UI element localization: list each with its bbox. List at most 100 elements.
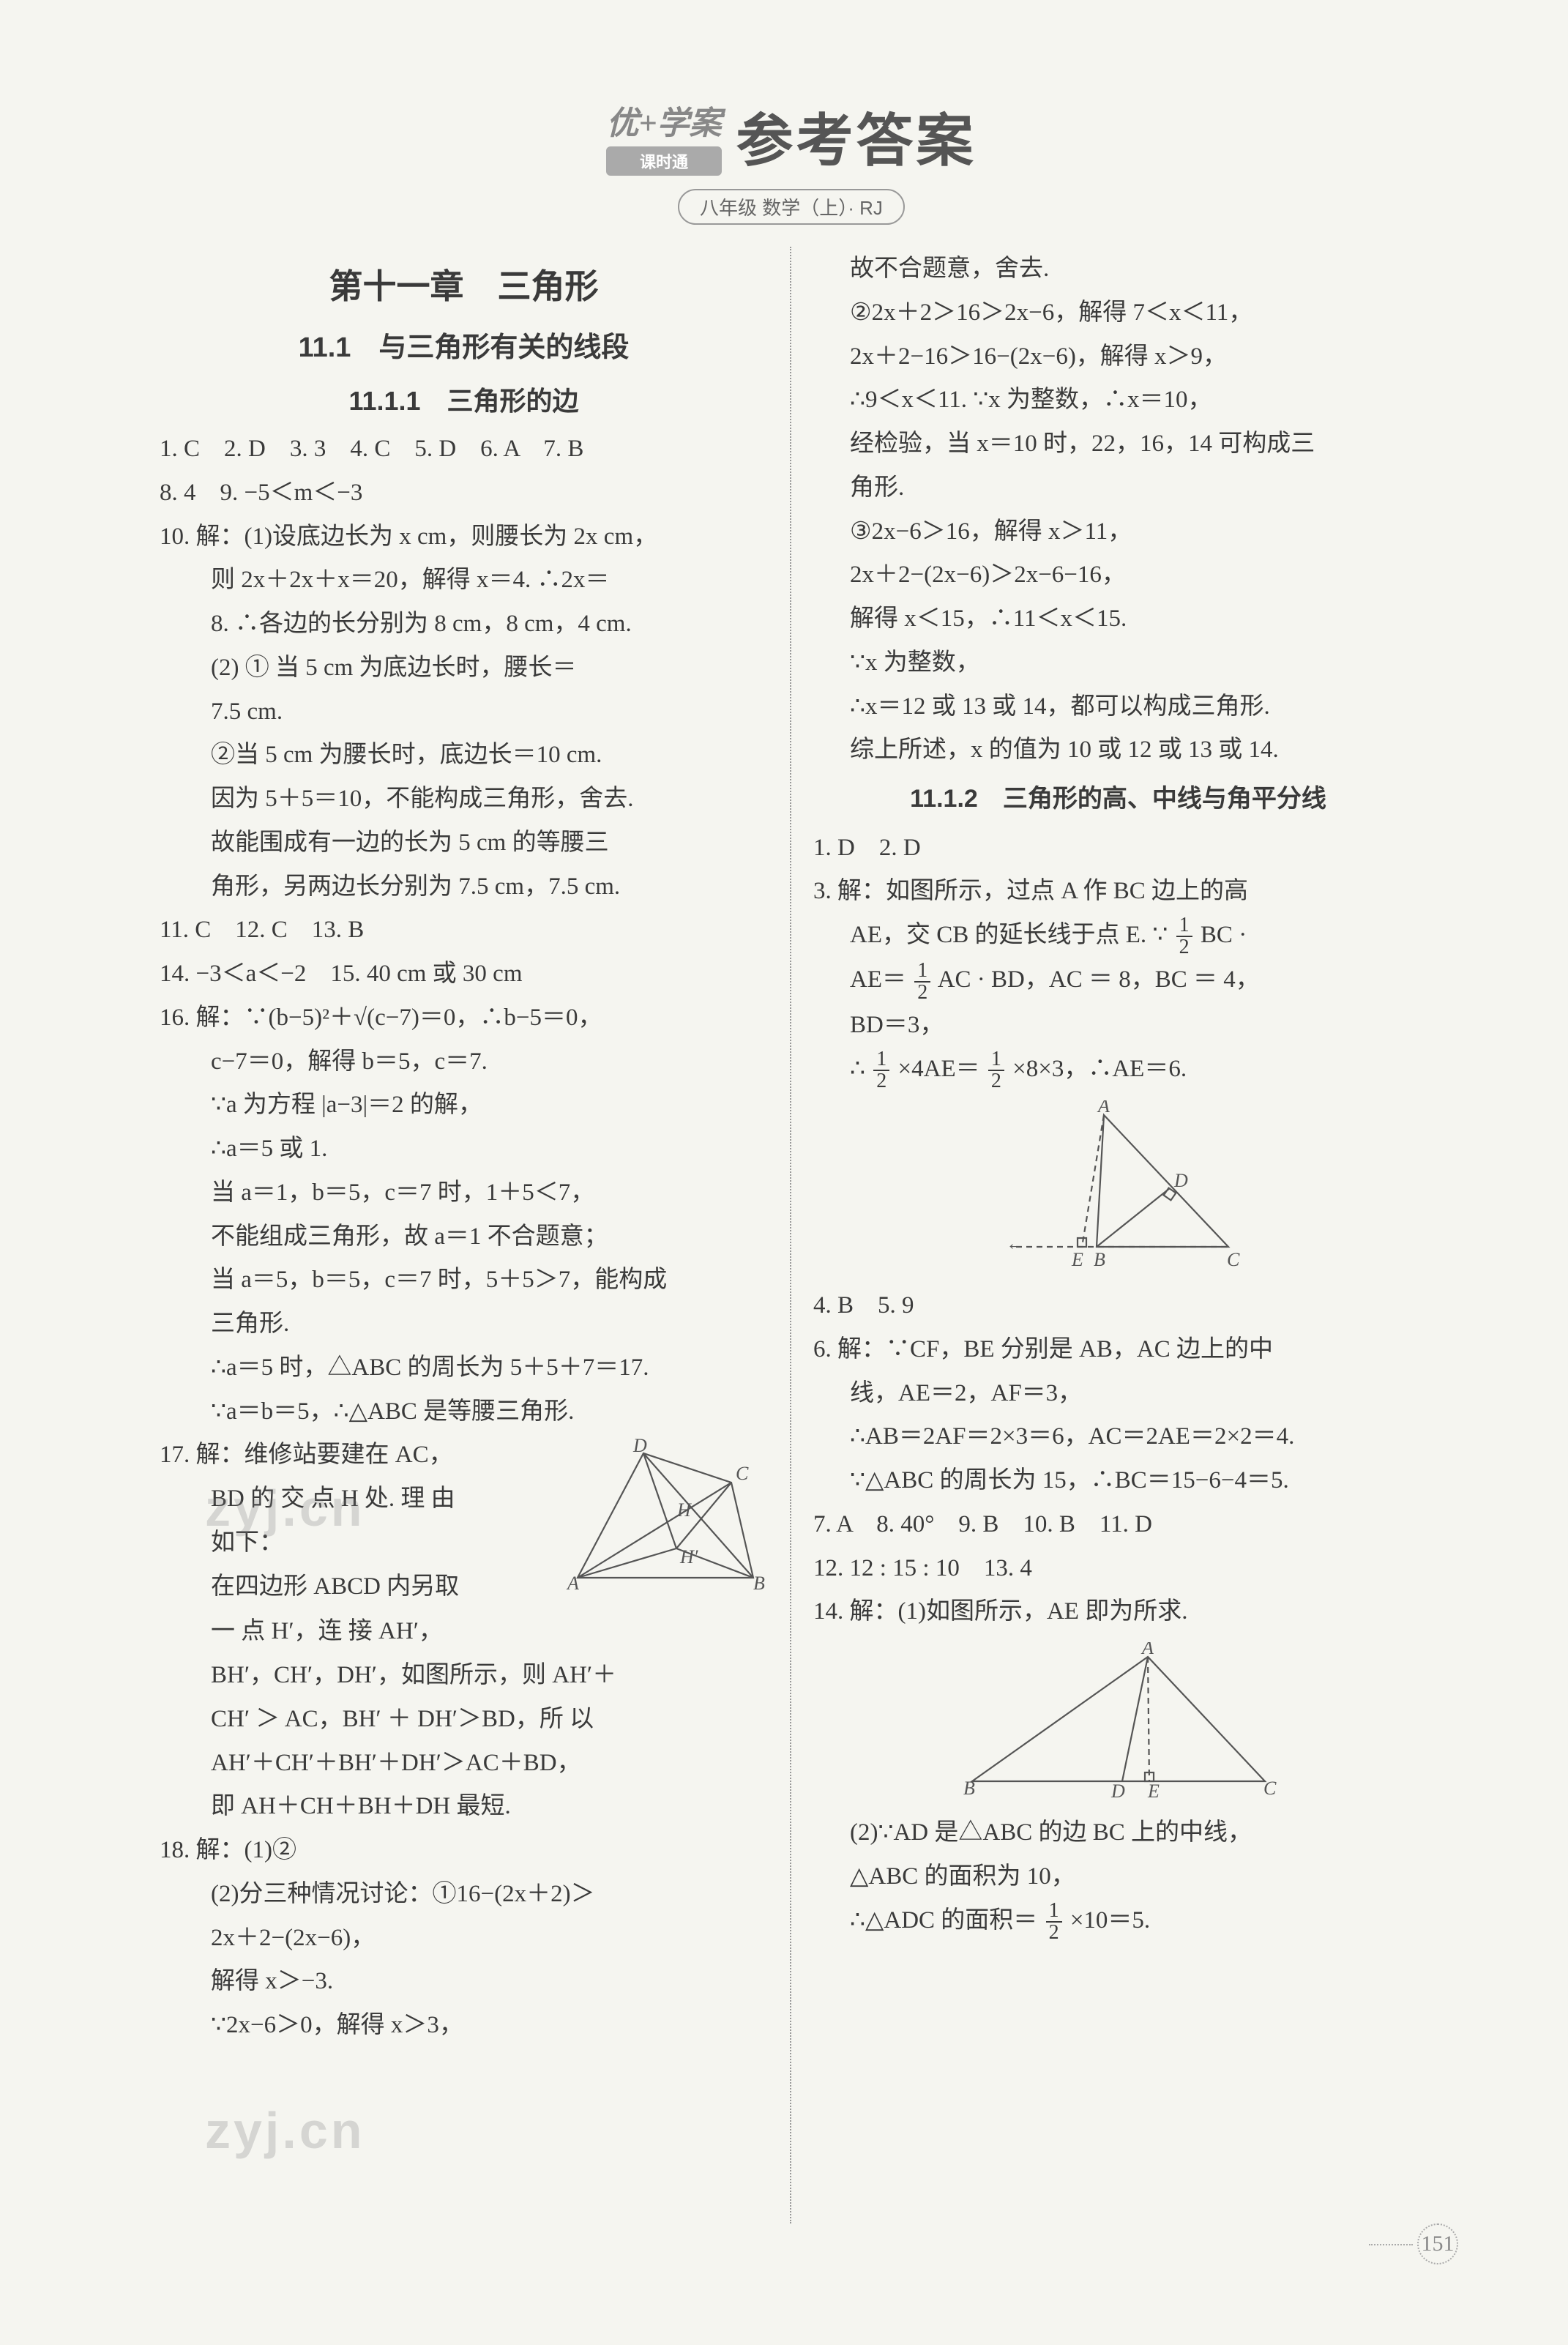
q17-l7: CH′ ＞ AC，BH′ ＋ DH′＞BD，所 以 — [160, 1699, 768, 1741]
svg-text:A: A — [1097, 1100, 1110, 1116]
q3-l4: BD＝3， — [813, 1004, 1423, 1047]
q18-l4: 解得 x＞−3. — [160, 1961, 768, 2003]
svg-text:A: A — [566, 1573, 579, 1592]
r1: 故不合题意，舍去. — [813, 248, 1423, 291]
q17-l6: BH′，CH′，DH′，如图所示，则 AH′＋ — [160, 1655, 768, 1697]
q3-l5-b: ×4AE＝ — [898, 1056, 980, 1082]
logo-sub: 课时通 — [606, 146, 721, 176]
svg-text:H′: H′ — [679, 1546, 698, 1567]
section-title: 11.1 与三角形有关的线段 — [160, 324, 768, 373]
row-1-2b: 1. D 2. D — [813, 827, 1423, 870]
q18-l2: (2)分三种情况讨论：①16−(2x＋2)＞ — [160, 1874, 768, 1916]
grade-pill: 八年级 数学（上）· RJ — [678, 189, 905, 225]
left-column: 第十一章 三角形 11.1 与三角形有关的线段 11.1.1 三角形的边 1. … — [146, 247, 791, 2223]
q10-l6: ②当 5 cm 为腰长时，底边长＝10 cm. — [160, 734, 768, 777]
r12: 综上所述，x 的值为 10 或 12 或 13 或 14. — [813, 729, 1423, 772]
q14-l4: ∴△ADC 的面积＝ 12 ×10＝5. — [813, 1900, 1423, 1943]
r6: 角形. — [813, 467, 1423, 510]
header-top: 优+学案 课时通 参考答案 — [146, 95, 1436, 177]
r4: ∴9＜x＜11. ∵x 为整数，∴x＝10， — [813, 379, 1423, 422]
r7: ③2x−6＞16，解得 x＞11， — [813, 511, 1423, 553]
chapter-title: 第十一章 三角形 — [160, 257, 768, 316]
q18-head: 18. 解：(1)② — [160, 1830, 768, 1872]
frac-half-3: 12 — [873, 1049, 889, 1092]
q17-l5: 一 点 H′，连 接 AH′， — [160, 1611, 768, 1653]
q10-head: 10. 解：(1)设底边长为 x cm，则腰长为 2x cm， — [160, 516, 768, 559]
q17-l8: AH′＋CH′＋BH′＋DH′＞AC＋BD， — [160, 1742, 768, 1785]
svg-text:D: D — [1173, 1170, 1188, 1191]
q16-l10: ∵a＝b＝5，∴△ABC 是等腰三角形. — [160, 1391, 768, 1434]
q16-l6: 不能组成三角形，故 a＝1 不合题意； — [160, 1216, 768, 1259]
svg-text:D: D — [1110, 1781, 1125, 1802]
q3-l5: ∴ 12 ×4AE＝ 12 ×8×3，∴AE＝6. — [813, 1048, 1423, 1092]
svg-text:E: E — [1071, 1249, 1083, 1270]
subsection-title-2: 11.1.2 三角形的高、中线与角平分线 — [813, 778, 1423, 821]
q10-l9: 角形，另两边长分别为 7.5 cm，7.5 cm. — [160, 866, 768, 909]
q3-l2-a: AE，交 CB 的延长线于点 E. ∵ — [850, 922, 1168, 948]
right-column: 故不合题意，舍去. ②2x＋2＞16＞2x−6，解得 7＜x＜11， 2x＋2−… — [791, 247, 1436, 2223]
triangle-figure-1: A B C D E ← — [987, 1100, 1250, 1276]
r8: 2x＋2−(2x−6)＞2x−6−16， — [813, 554, 1423, 597]
answers-row-1: 1. C 2. D 3. 3 4. C 5. D 6. A 7. B — [160, 428, 768, 471]
q16-l8: 三角形. — [160, 1303, 768, 1346]
q14-l3: △ABC 的面积为 10， — [813, 1856, 1423, 1898]
svg-text:D: D — [632, 1439, 647, 1456]
page-number: 151 — [1417, 2223, 1458, 2264]
r10: ∵x 为整数， — [813, 642, 1423, 685]
q6-head: 6. 解：∵CF，BE 分别是 AB，AC 边上的中 — [813, 1329, 1423, 1371]
content-columns: 第十一章 三角形 11.1 与三角形有关的线段 11.1.1 三角形的边 1. … — [146, 247, 1436, 2223]
frac-half-1: 12 — [1176, 915, 1192, 958]
svg-text:B: B — [963, 1778, 975, 1799]
svg-text:C: C — [1263, 1778, 1277, 1799]
q18-l5: ∵2x−6＞0，解得 x＞3， — [160, 2005, 768, 2047]
q3-head: 3. 解：如图所示，过点 A 作 BC 边上的高 — [813, 870, 1423, 913]
q14-l4-a: ∴△ADC 的面积＝ — [850, 1907, 1037, 1934]
logo-text: 优+学案 — [606, 105, 721, 141]
q10-l7: 因为 5＋5＝10，不能构成三角形，舍去. — [160, 778, 768, 821]
q14-l4-b: ×10＝5. — [1070, 1907, 1150, 1934]
row-14-15: 14. −3＜a＜−2 15. 40 cm 或 30 cm — [160, 953, 768, 996]
quadrilateral-figure: A B C D H H′ — [563, 1439, 768, 1592]
q3-l5-a: ∴ — [850, 1056, 865, 1082]
q16-l9: ∴a＝5 时，△ABC 的周长为 5＋5＋7＝17. — [160, 1347, 768, 1390]
row-7-11b: 7. A 8. 40° 9. B 10. B 11. D — [813, 1504, 1423, 1546]
q18-l3: 2x＋2−(2x−6)， — [160, 1917, 768, 1960]
row-11-13: 11. C 12. C 13. B — [160, 909, 768, 952]
q3-l3: AE＝ 12 AC · BD，AC ＝ 8，BC ＝ 4， — [813, 959, 1423, 1002]
svg-text:C: C — [1227, 1249, 1240, 1270]
q3-l3-b: AC · BD，AC ＝ 8，BC ＝ 4， — [938, 966, 1260, 993]
frac-half-2: 12 — [914, 961, 930, 1003]
row-12-13b: 12. 12 : 15 : 10 13. 4 — [813, 1548, 1423, 1590]
r2: ②2x＋2＞16＞2x−6，解得 7＜x＜11， — [813, 292, 1423, 335]
svg-text:B: B — [753, 1573, 765, 1592]
q16-l3: ∵a 为方程 |a−3|＝2 的解， — [160, 1084, 768, 1127]
q3-l5-c: ×8×3，∴AE＝6. — [1012, 1056, 1187, 1082]
triangle-figure-2: A B C D E — [957, 1642, 1280, 1803]
q10-l4: (2) ① 当 5 cm 为底边长时，腰长＝ — [160, 647, 768, 690]
svg-text:E: E — [1147, 1781, 1160, 1802]
row-4-5b: 4. B 5. 9 — [813, 1285, 1423, 1327]
page-header: 优+学案 课时通 参考答案 八年级 数学（上）· RJ — [146, 95, 1436, 225]
q16-l7: 当 a＝5，b＝5，c＝7 时，5＋5＞7，能构成 — [160, 1259, 768, 1302]
svg-text:C: C — [736, 1463, 749, 1484]
q10-l3: 8. ∴各边的长分别为 8 cm，8 cm，4 cm. — [160, 603, 768, 646]
r3: 2x＋2−16＞16−(2x−6)，解得 x＞9， — [813, 336, 1423, 379]
q3-l2-b: BC · — [1201, 922, 1247, 948]
q10-l2: 则 2x＋2x＋x＝20，解得 x＝4. ∴2x＝ — [160, 559, 768, 602]
main-title: 参考答案 — [736, 95, 977, 177]
q14-l2: (2)∵AD 是△ABC 的边 BC 上的中线， — [813, 1812, 1423, 1854]
q10-l8: 故能围成有一边的长为 5 cm 的等腰三 — [160, 822, 768, 865]
answers-row-2: 8. 4 9. −5＜m＜−3 — [160, 472, 768, 515]
q6-l2: 线，AE＝2，AF＝3， — [813, 1373, 1423, 1415]
frac-half-4: 12 — [988, 1049, 1004, 1092]
q14-head: 14. 解：(1)如图所示，AE 即为所求. — [813, 1591, 1423, 1633]
q16-l5: 当 a＝1，b＝5，c＝7 时，1＋5＜7， — [160, 1172, 768, 1215]
svg-text:B: B — [1094, 1249, 1105, 1270]
q6-l3: ∴AB＝2AF＝2×3＝6，AC＝2AE＝2×2＝4. — [813, 1416, 1423, 1458]
subsection-title: 11.1.1 三角形的边 — [160, 378, 768, 424]
r5: 经检验，当 x＝10 时，22，16，14 可构成三 — [813, 423, 1423, 466]
q6-l4: ∵△ABC 的周长为 15，∴BC＝15−6−4＝5. — [813, 1460, 1423, 1502]
svg-text:←: ← — [1006, 1233, 1025, 1254]
q3-l2: AE，交 CB 的延长线于点 E. ∵ 12 BC · — [813, 914, 1423, 958]
logo-badge: 优+学案 课时通 — [606, 97, 721, 176]
